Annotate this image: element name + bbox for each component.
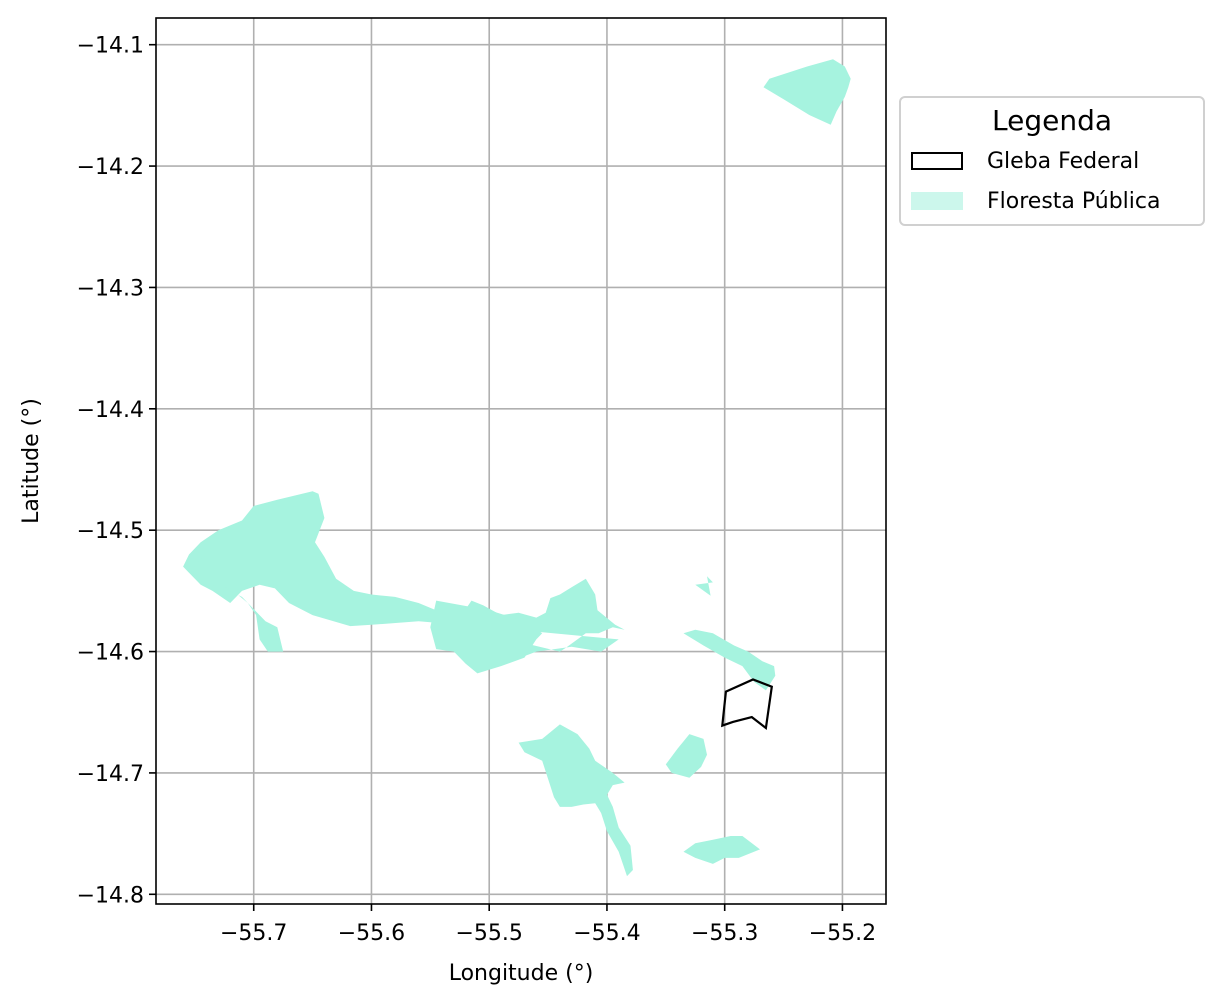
x-tick-label: −55.6 bbox=[338, 921, 405, 946]
forest-layer bbox=[183, 59, 851, 877]
gleba-layer bbox=[721, 678, 774, 731]
grid bbox=[156, 18, 886, 904]
forest-polygon bbox=[763, 59, 851, 125]
y-axis-title: Latitude (°) bbox=[19, 398, 44, 524]
y-tick-label: −14.7 bbox=[77, 762, 144, 787]
x-tick-label: −55.3 bbox=[691, 921, 758, 946]
legend-swatch-forest bbox=[911, 192, 963, 210]
forest-polygon bbox=[683, 836, 760, 864]
x-tick-labels: −55.7 −55.6 −55.5 −55.4 −55.3 −55.2 bbox=[220, 921, 876, 946]
forest-polygon bbox=[683, 629, 776, 691]
x-tick-label: −55.5 bbox=[455, 921, 522, 946]
plot-frame bbox=[155, 17, 887, 905]
forest-polygon bbox=[430, 600, 543, 674]
forest-polygon bbox=[695, 576, 713, 596]
forest-polygon bbox=[518, 724, 633, 877]
y-tick-label: −14.2 bbox=[77, 155, 144, 180]
x-tick-label: −55.2 bbox=[809, 921, 876, 946]
forest-polygon bbox=[192, 554, 301, 652]
legend-label-gleba: Gleba Federal bbox=[987, 148, 1140, 174]
legend-label-forest: Floresta Pública bbox=[987, 188, 1161, 214]
legend-item-forest: Floresta Pública bbox=[911, 186, 1160, 216]
gleba-polygon bbox=[721, 678, 774, 731]
forest-polygon bbox=[183, 491, 625, 664]
tick-marks bbox=[149, 43, 844, 911]
y-tick-label: −14.3 bbox=[77, 276, 144, 301]
y-tick-labels: −14.1 −14.2 −14.3 −14.4 −14.5 −14.6 −14.7 −14.8 bbox=[77, 34, 144, 909]
legend-swatch-gleba bbox=[911, 152, 963, 170]
y-tick-label: −14.4 bbox=[77, 398, 144, 423]
y-tick-label: −14.8 bbox=[77, 883, 144, 908]
legend-title: Legenda bbox=[991, 104, 1112, 137]
y-tick-label: −14.6 bbox=[77, 641, 144, 666]
y-tick-label: −14.1 bbox=[77, 34, 144, 59]
x-tick-label: −55.4 bbox=[573, 921, 640, 946]
forest-polygon bbox=[665, 734, 707, 778]
y-tick-label: −14.5 bbox=[77, 519, 144, 544]
legend: Legenda Gleba Federal Floresta Pública bbox=[899, 96, 1205, 226]
x-axis-title: Longitude (°) bbox=[449, 961, 594, 986]
x-tick-label: −55.7 bbox=[220, 921, 287, 946]
legend-item-gleba: Gleba Federal bbox=[911, 146, 1139, 176]
